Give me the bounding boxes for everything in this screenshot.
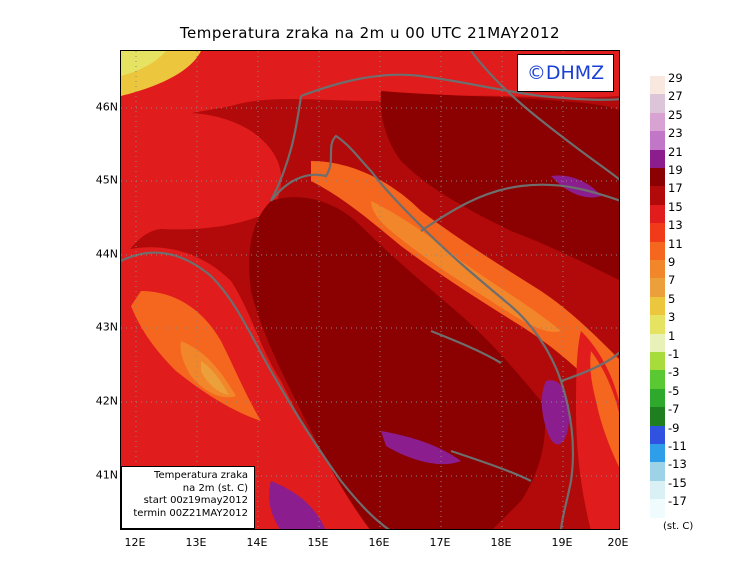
colorbar-swatch	[650, 76, 665, 95]
colorbar-label: 23	[668, 126, 683, 141]
field-zone-13-15	[121, 112, 282, 261]
colorbar-label: 17	[668, 181, 683, 196]
field-zone-19-21	[269, 481, 326, 529]
colorbar-label: -13	[668, 457, 687, 472]
colorbar-swatch	[650, 370, 665, 389]
colorbar-swatch	[650, 296, 665, 316]
lon-tick-label: 15E	[307, 536, 329, 549]
colorbar-swatch	[650, 499, 665, 518]
colorbar-label: 1	[668, 328, 676, 343]
colorbar-swatch	[650, 462, 665, 481]
lon-tick-label: 14E	[246, 536, 268, 549]
colorbar-swatch	[650, 278, 665, 297]
colorbar-swatch	[650, 425, 665, 444]
field-zone-11-13	[590, 351, 619, 467]
lat-tick-label: 41N	[95, 468, 118, 482]
colorbar-label: -1	[668, 347, 680, 361]
colorbar-swatch	[650, 315, 665, 334]
field-zone-17-19	[249, 197, 545, 529]
dhmz-logo: ©DHMZ	[517, 54, 614, 92]
field-zone-7-9	[201, 361, 229, 395]
colorbar-swatch	[650, 444, 665, 463]
colorbar-label: -17	[668, 494, 687, 509]
lat-tick-label: 46N	[95, 100, 118, 114]
temperature-map	[120, 50, 620, 530]
colorbar-unit: (st. C)	[663, 521, 694, 532]
info-line-start: start 00z19may2012	[143, 495, 248, 506]
lon-tick-label: 17E	[429, 536, 451, 549]
colorbar-swatch	[650, 480, 665, 500]
forecast-info-box: Temperatura zraka na 2m (st. C) start 00…	[121, 466, 255, 529]
colorbar-swatch	[650, 223, 665, 242]
field-zone-19-21	[381, 431, 461, 465]
lon-tick-label: 19E	[551, 536, 573, 549]
field-zone-13-15	[576, 331, 619, 529]
field-zone-13-15	[121, 51, 619, 126]
colorbar-label: -11	[668, 439, 687, 453]
lon-tick-label: 12E	[124, 536, 146, 549]
lat-tick-label: 44N	[95, 247, 118, 261]
field-zone-19-21	[541, 380, 570, 445]
colorbar-label: 15	[668, 199, 683, 214]
colorbar-label: 7	[668, 273, 676, 288]
info-line-termin: termin 00Z21MAY2012	[133, 507, 248, 519]
lat-tick-label: 45N	[95, 173, 118, 187]
colorbar-swatch	[650, 186, 665, 205]
colorbar-swatch	[650, 407, 665, 426]
colorbar-label: 3	[668, 310, 676, 325]
info-line-variable: Temperatura zraka	[154, 470, 248, 481]
colorbar-label: 21	[668, 144, 683, 159]
colorbar-swatch	[650, 260, 665, 279]
lon-tick-label: 16E	[368, 536, 390, 549]
colorbar-label: -15	[668, 475, 687, 490]
info-line-units: na 2m (st. C)	[182, 482, 248, 494]
colorbar-label: 9	[668, 255, 676, 269]
colorbar-swatch	[650, 388, 665, 408]
colorbar-label: 13	[668, 218, 683, 233]
colorbar-label: -5	[668, 383, 680, 398]
colorbar-swatch	[650, 352, 665, 371]
colorbar-label: 29	[668, 71, 683, 85]
colorbar-label: 19	[668, 163, 683, 177]
lat-tick-label: 43N	[95, 320, 118, 334]
colorbar-label: -9	[668, 420, 680, 435]
colorbar-swatch	[650, 94, 665, 113]
lat-tick-label: 42N	[95, 394, 118, 408]
colorbar-label: 25	[668, 107, 683, 122]
field-zone-17-19	[380, 91, 619, 281]
colorbar-swatch	[650, 112, 665, 132]
colorbar-label: 11	[668, 236, 683, 251]
colorbar-label: -3	[668, 365, 680, 380]
colorbar-swatch	[650, 333, 665, 352]
lon-tick-label: 20E	[607, 536, 629, 549]
colorbar-label: 27	[668, 89, 683, 104]
temperature-field	[121, 51, 619, 529]
field-zone-3-5	[121, 51, 166, 76]
colorbar-label: 5	[668, 291, 676, 306]
colorbar-swatch	[650, 168, 665, 187]
colorbar-swatch	[650, 241, 665, 260]
lon-tick-label: 18E	[490, 536, 512, 549]
colorbar-swatch	[650, 204, 665, 224]
map-title: Temperatura zraka na 2m u 00 UTC 21MAY20…	[179, 24, 561, 42]
graticule	[121, 51, 619, 529]
lon-tick-label: 13E	[185, 536, 207, 549]
colorbar-swatch	[650, 149, 665, 168]
coastlines	[121, 51, 619, 529]
colorbar-swatch	[650, 131, 665, 150]
colorbar-label: -7	[668, 402, 680, 417]
